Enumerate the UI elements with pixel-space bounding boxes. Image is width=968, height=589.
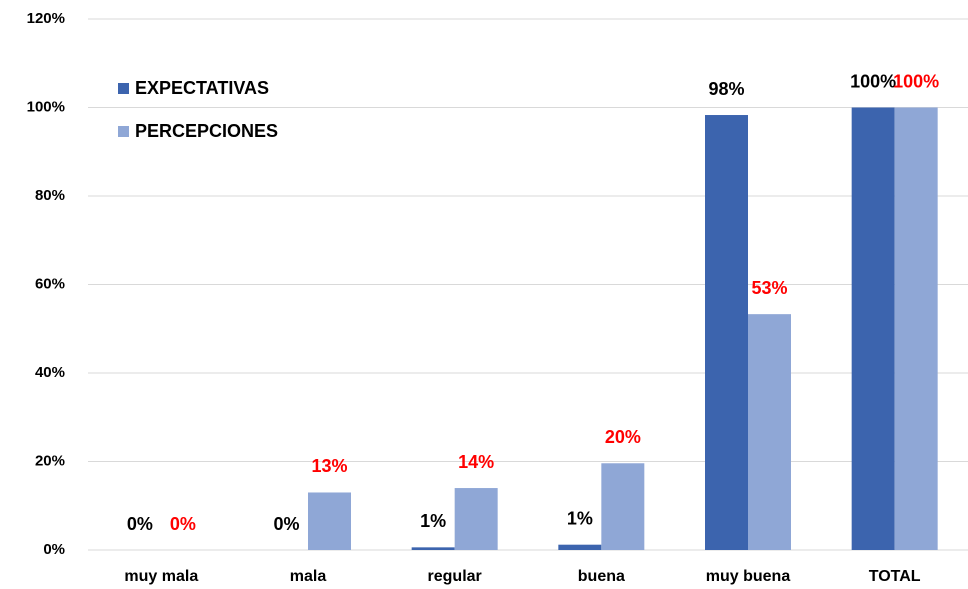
y-tick-label: 80% — [35, 187, 65, 204]
data-label: 20% — [605, 427, 641, 447]
x-tick-label: muy buena — [706, 568, 791, 585]
data-label: 0% — [127, 514, 153, 534]
data-label: 53% — [751, 278, 787, 298]
data-label: 14% — [458, 452, 494, 472]
bar — [601, 463, 645, 550]
bar — [705, 115, 748, 551]
bar — [851, 107, 895, 550]
data-label: 100% — [850, 71, 896, 91]
y-tick-label: 120% — [27, 10, 65, 27]
y-tick-label: 100% — [27, 98, 65, 115]
data-label: 98% — [708, 79, 744, 99]
data-label: 100% — [893, 71, 939, 91]
bar — [748, 314, 791, 550]
data-label: 0% — [170, 514, 196, 534]
x-tick-label: buena — [578, 568, 625, 585]
data-label: 1% — [420, 511, 446, 531]
y-tick-label: 0% — [43, 541, 65, 558]
y-tick-label: 20% — [35, 452, 65, 469]
x-tick-label: regular — [428, 568, 482, 585]
bar — [411, 547, 455, 550]
legend-swatch — [118, 126, 129, 137]
legend-label: PERCEPCIONES — [135, 121, 278, 141]
x-tick-label: mala — [290, 568, 327, 585]
y-tick-label: 60% — [35, 275, 65, 292]
legend-swatch — [118, 83, 129, 94]
bar — [308, 492, 351, 550]
data-label: 13% — [311, 456, 347, 476]
bar — [558, 544, 602, 550]
x-tick-label: TOTAL — [869, 568, 921, 585]
data-label: 1% — [567, 508, 593, 528]
bar — [894, 107, 938, 550]
bar — [454, 488, 498, 550]
x-tick-label: muy mala — [124, 568, 198, 585]
data-label: 0% — [273, 514, 299, 534]
y-tick-label: 40% — [35, 364, 65, 381]
legend-label: EXPECTATIVAS — [135, 78, 269, 98]
